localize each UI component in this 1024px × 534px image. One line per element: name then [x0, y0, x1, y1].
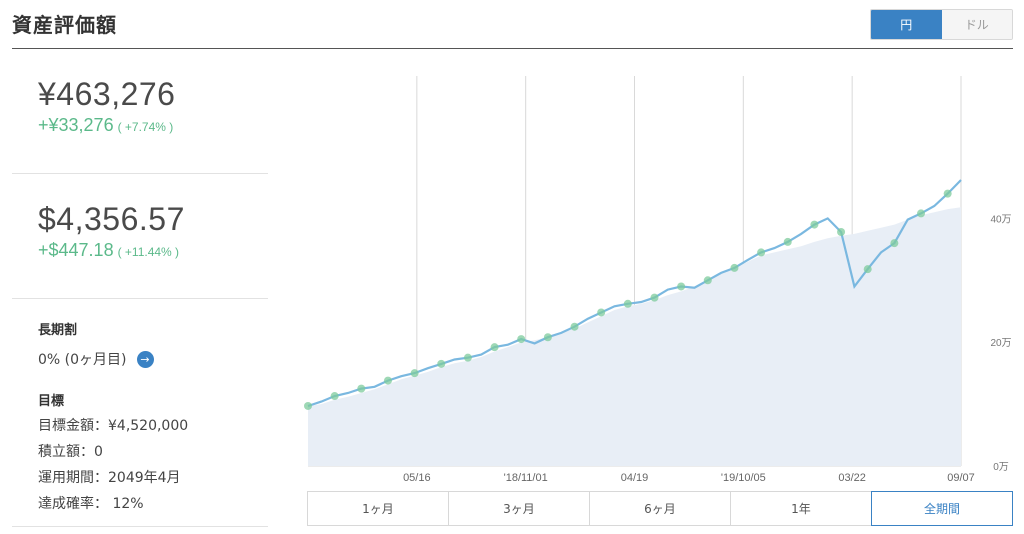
y-tick-label: 40万 — [990, 214, 1011, 225]
value-point — [437, 359, 446, 368]
value-point — [943, 189, 952, 198]
value-point — [730, 263, 739, 272]
value-point — [917, 209, 926, 218]
x-tick-label: 05/16 — [403, 472, 431, 484]
value-point — [383, 376, 392, 385]
details-block: 長期割 0% (0ヶ月目) → 目標 目標金額：¥4,520,000 積立額：0… — [12, 299, 268, 527]
summary-panel: ¥463,276 +¥33,276( +7.74% ) $4,356.57 +$… — [12, 49, 268, 527]
goal-amount: 目標金額：¥4,520,000 — [38, 418, 189, 434]
usd-summary: $4,356.57 +$447.18( +11.44% ) — [12, 174, 268, 299]
goal-title: 目標 — [38, 394, 65, 409]
range-tab-1y[interactable]: 1年 — [731, 492, 872, 525]
value-point — [757, 248, 766, 257]
yen-gain-percent: ( +7.74% ) — [117, 120, 174, 134]
value-point — [650, 293, 659, 302]
range-tab-1m[interactable]: 1ヶ月 — [308, 492, 449, 525]
value-point — [677, 282, 686, 291]
long-term-value: 0% (0ヶ月目) — [38, 352, 127, 368]
x-tick-label: '19/10/05 — [721, 472, 766, 484]
usd-gain-amount: +$447.18 — [38, 240, 114, 260]
value-point — [410, 369, 419, 378]
arrow-right-icon[interactable]: → — [136, 350, 154, 368]
value-point — [543, 333, 552, 342]
principal-area — [308, 207, 961, 466]
goal-period: 運用期間：2049年4月 — [38, 470, 181, 486]
asset-chart-svg: 05/16 '18/11/01 04/19 '19/10/05 03/22 09/07 0万… — [304, 76, 1012, 484]
goal-probability: 達成確率： 12% — [38, 496, 144, 512]
value-point — [463, 353, 472, 362]
range-tabs: 1ヶ月 3ヶ月 6ヶ月 1年 全期間 — [307, 491, 1013, 526]
y-tick-label: 0万 — [993, 462, 1009, 473]
value-point — [570, 322, 579, 331]
page-title: 資産評価額 — [12, 13, 117, 37]
value-point — [863, 265, 872, 274]
yen-gain-amount: +¥33,276 — [38, 115, 114, 135]
header-divider — [12, 48, 1013, 49]
usd-gain-percent: ( +11.44% ) — [117, 245, 180, 259]
value-point — [783, 237, 792, 246]
value-point — [490, 343, 499, 352]
long-term-row: 0% (0ヶ月目) → — [38, 349, 268, 369]
x-tick-label: 04/19 — [621, 472, 649, 484]
goal-monthly: 積立額：0 — [38, 444, 103, 460]
yen-total-value: ¥463,276 — [38, 76, 176, 112]
value-point — [597, 308, 606, 317]
value-point — [837, 228, 846, 236]
value-point — [890, 239, 899, 248]
usd-total-value: $4,356.57 — [38, 201, 185, 237]
x-tick-label: 09/07 — [947, 472, 975, 484]
value-point — [357, 384, 366, 393]
value-point — [517, 335, 526, 344]
value-point — [623, 299, 632, 308]
yen-gain: +¥33,276( +7.74% ) — [38, 115, 268, 136]
currency-yen-button[interactable]: 円 — [871, 10, 942, 39]
range-tab-all[interactable]: 全期間 — [871, 491, 1013, 526]
value-point — [703, 276, 712, 285]
x-tick-label: 03/22 — [838, 472, 866, 484]
y-tick-label: 20万 — [990, 338, 1011, 349]
asset-chart: 05/16 '18/11/01 04/19 '19/10/05 03/22 09/07 0万… — [298, 68, 1018, 486]
x-tick-label: '18/11/01 — [504, 472, 548, 484]
range-tab-6m[interactable]: 6ヶ月 — [590, 492, 731, 525]
range-tab-3m[interactable]: 3ヶ月 — [449, 492, 590, 525]
value-point — [810, 220, 819, 229]
long-term-label: 長期割 — [38, 323, 78, 338]
value-point — [330, 392, 339, 401]
usd-gain: +$447.18( +11.44% ) — [38, 240, 268, 261]
value-point — [304, 401, 312, 410]
yen-summary: ¥463,276 +¥33,276( +7.74% ) — [12, 49, 268, 174]
currency-toggle: 円 ドル — [870, 9, 1013, 40]
currency-usd-button[interactable]: ドル — [941, 10, 1012, 39]
